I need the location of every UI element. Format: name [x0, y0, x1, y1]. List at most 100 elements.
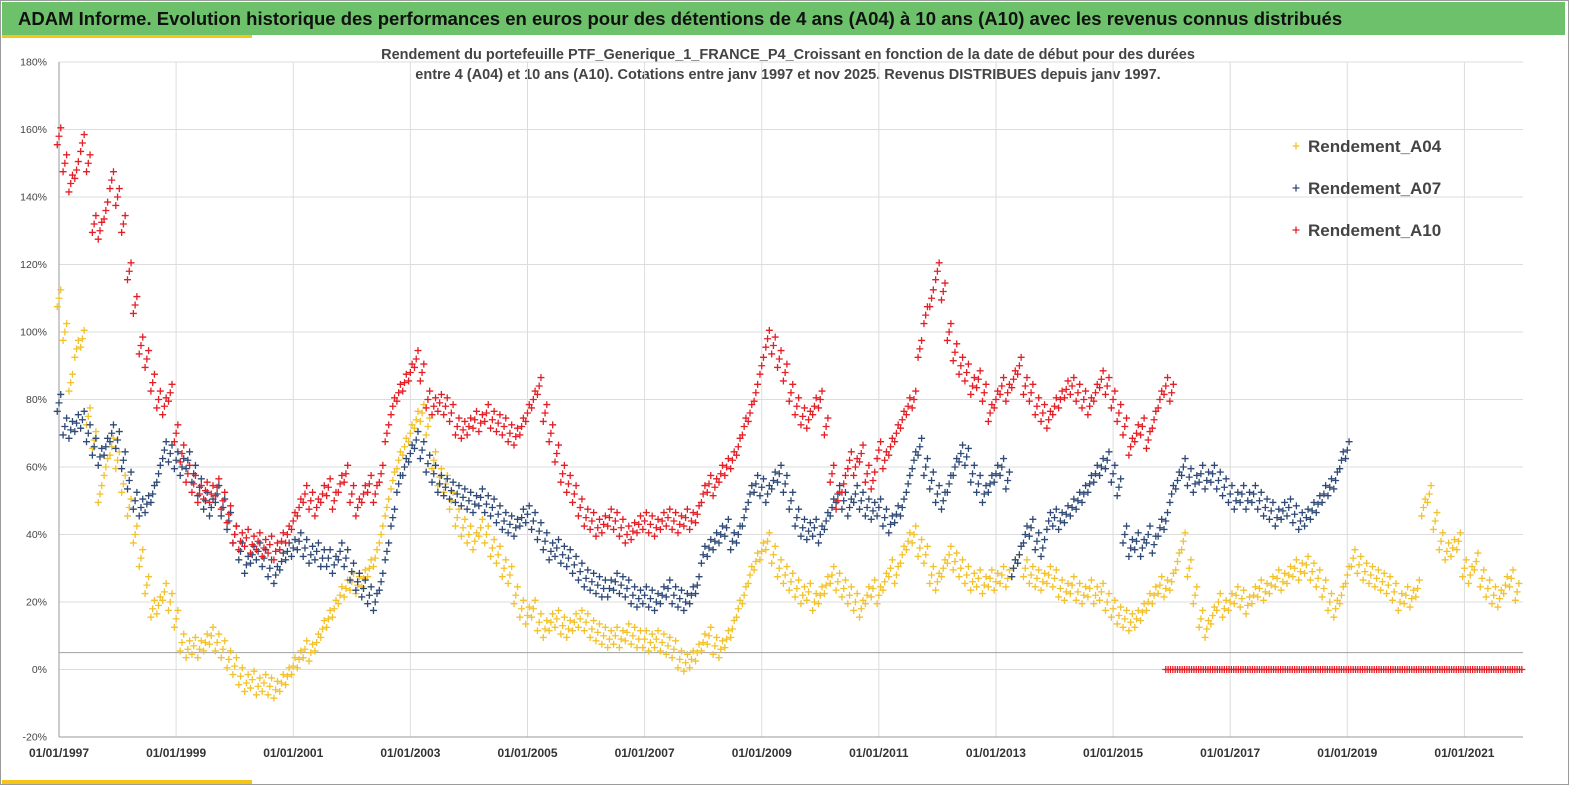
data-point: [1337, 591, 1345, 599]
data-point: [232, 522, 240, 530]
data-point: [422, 468, 430, 476]
data-point: [1039, 544, 1047, 552]
data-point: [1070, 495, 1078, 503]
data-point: [701, 630, 709, 638]
data-point: [1203, 477, 1211, 484]
data-point: [551, 623, 559, 631]
data-point: [139, 495, 147, 503]
data-point: [642, 509, 650, 517]
data-point: [481, 509, 489, 517]
data-point: [1021, 531, 1029, 538]
data-point: [793, 585, 801, 592]
data-point: [201, 497, 209, 505]
data-point: [354, 504, 362, 511]
data-point: [928, 294, 936, 302]
data-point: [1374, 566, 1382, 574]
data-point: [377, 470, 385, 478]
data-point: [891, 519, 899, 527]
data-point: [646, 639, 654, 646]
x-tick-label: 01/01/2009: [732, 746, 792, 760]
data-point: [908, 465, 916, 473]
data-point: [816, 591, 824, 599]
data-point: [1035, 394, 1043, 402]
data-point: [826, 478, 834, 486]
data-point: [964, 444, 972, 452]
data-point: [303, 536, 311, 544]
y-tick-label: -20%: [22, 732, 47, 744]
data-point: [1004, 477, 1012, 484]
data-point: [676, 595, 684, 603]
data-point: [967, 586, 975, 594]
data-point: [395, 480, 403, 488]
data-point: [88, 444, 96, 452]
data-point: [346, 498, 354, 506]
data-point: [621, 593, 629, 601]
data-point: [672, 583, 680, 591]
data-point: [504, 579, 512, 587]
data-point: [506, 571, 514, 579]
data-point: [812, 590, 820, 598]
data-point: [810, 402, 818, 410]
data-point: [1392, 579, 1400, 587]
data-point: [809, 411, 817, 419]
data-point: [227, 509, 235, 517]
data-point: [1296, 517, 1304, 525]
data-point: [242, 534, 250, 542]
data-point: [617, 581, 625, 589]
data-point: [828, 504, 836, 511]
data-point: [781, 571, 789, 579]
data-point: [668, 525, 676, 533]
data-point: [683, 650, 691, 658]
data-point: [601, 623, 609, 631]
data-point: [176, 647, 184, 655]
data-point: [340, 563, 348, 571]
data-point: [305, 505, 313, 513]
data-point: [964, 563, 972, 571]
data-point: [816, 396, 824, 403]
data-point: [1292, 556, 1300, 564]
data-point: [1002, 397, 1010, 405]
data-point: [229, 539, 237, 547]
data-point: [610, 640, 618, 648]
data-point: [939, 497, 947, 505]
data-point: [607, 505, 615, 513]
data-point: [1466, 571, 1474, 579]
data-point: [346, 576, 354, 584]
data-point: [724, 455, 732, 463]
y-tick-label: 140%: [20, 192, 47, 204]
data-point: [145, 347, 153, 355]
data-point: [1342, 455, 1350, 463]
data-point: [238, 664, 246, 672]
data-point: [1441, 556, 1449, 564]
data-point: [71, 353, 79, 361]
data-point: [360, 490, 368, 498]
data-point: [1064, 377, 1072, 385]
data-point: [613, 569, 621, 577]
data-point: [1210, 461, 1218, 469]
data-point: [71, 428, 79, 436]
data-point: [797, 600, 805, 608]
data-point: [1066, 590, 1074, 598]
data-point: [254, 537, 262, 545]
data-point: [170, 438, 178, 446]
data-point: [943, 336, 951, 344]
data-point: [723, 635, 731, 643]
data-point: [109, 434, 117, 442]
data-point: [904, 402, 912, 410]
data-point: [295, 537, 303, 545]
data-point: [935, 482, 943, 490]
data-point: [1064, 579, 1072, 587]
data-point: [1267, 507, 1275, 515]
data-point: [1199, 606, 1207, 614]
data-point: [873, 455, 881, 463]
data-point: [1291, 510, 1299, 518]
data-point: [1236, 603, 1244, 611]
data-point: [771, 468, 779, 476]
data-point: [838, 593, 846, 601]
data-point: [528, 525, 536, 533]
data-point: [734, 531, 742, 538]
data-point: [174, 448, 182, 456]
data-point: [875, 446, 883, 454]
data-point: [592, 590, 600, 598]
data-point: [80, 326, 88, 334]
